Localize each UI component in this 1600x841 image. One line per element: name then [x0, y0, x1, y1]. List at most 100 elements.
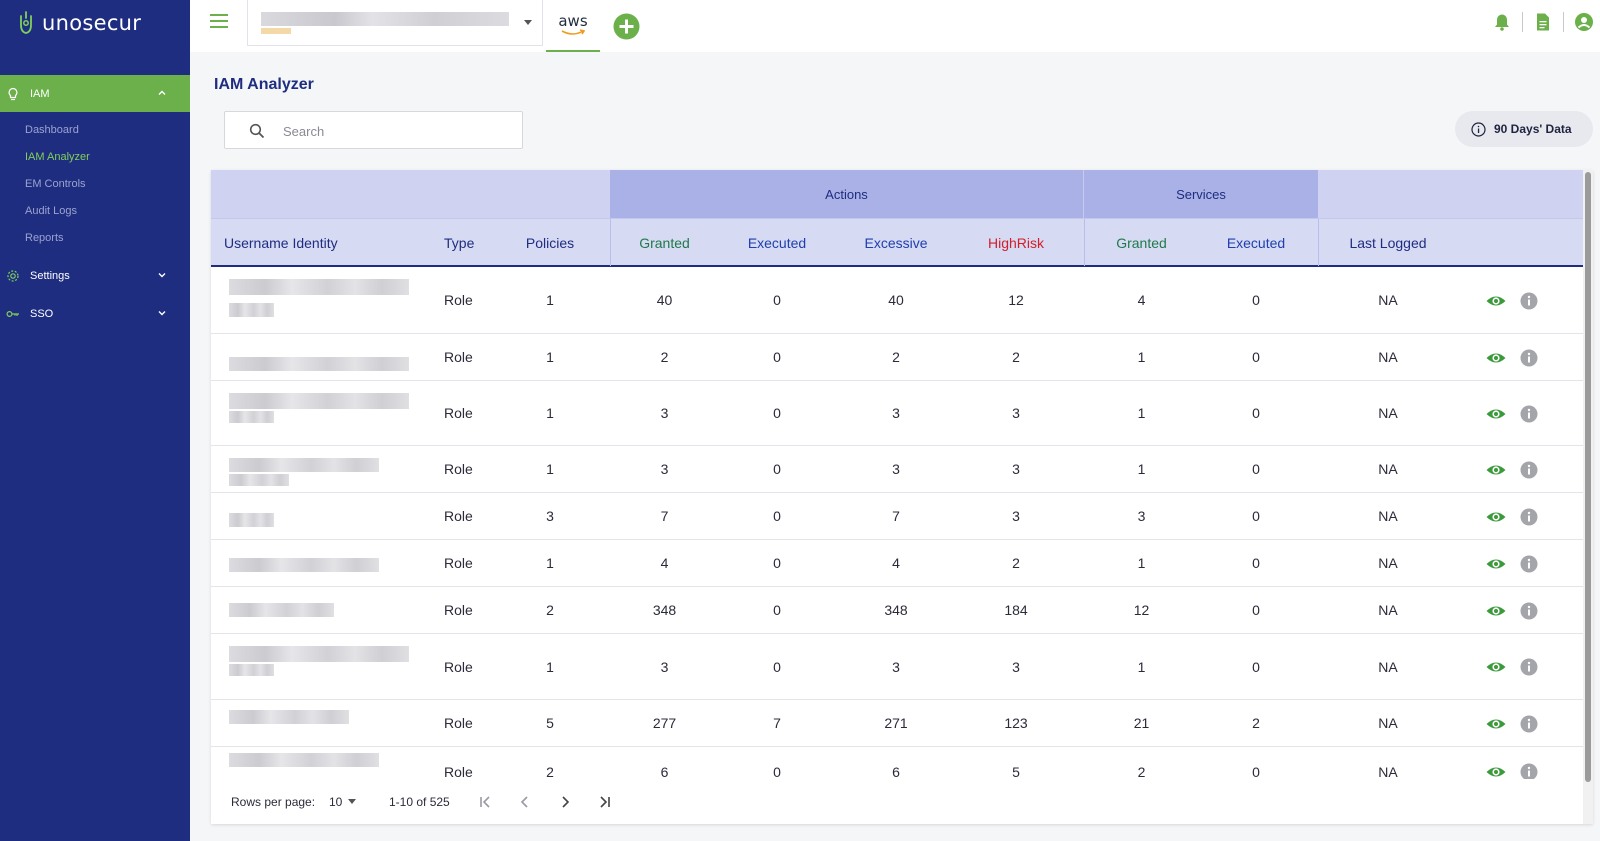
info-icon[interactable]	[1520, 715, 1538, 733]
cell-a-excessive: 271	[884, 715, 908, 731]
info-icon[interactable]	[1520, 555, 1538, 573]
user-account-icon[interactable]	[1574, 12, 1594, 32]
col-header-services-executed[interactable]: Executed	[1226, 234, 1286, 251]
sidebar-item-dashboard[interactable]: Dashboard	[25, 123, 79, 136]
table-row[interactable]: Role 1 40 0 40 12 4 0 NA	[211, 267, 1583, 334]
cell-a-excessive: 7	[892, 508, 900, 524]
view-eye-icon[interactable]	[1485, 600, 1507, 622]
tab-aws[interactable]: aws	[546, 0, 600, 52]
sidebar-group-label: SSO	[30, 308, 54, 320]
info-icon[interactable]	[1520, 763, 1538, 779]
sidebar-group-sso[interactable]: SSO	[0, 295, 190, 333]
table-row[interactable]: Role 3 7 0 7 3 3 0 NA	[211, 493, 1583, 540]
view-eye-icon[interactable]	[1485, 403, 1507, 425]
first-page-icon[interactable]	[475, 792, 495, 812]
cell-a-executed: 0	[773, 461, 781, 477]
view-eye-icon[interactable]	[1485, 656, 1507, 678]
sidebar-group-iam[interactable]: IAM	[0, 75, 190, 112]
col-header-actions-excessive[interactable]: Excessive	[864, 234, 928, 251]
view-eye-icon[interactable]	[1485, 506, 1507, 528]
cell-s-executed: 0	[1252, 555, 1260, 571]
next-page-icon[interactable]	[555, 792, 575, 812]
col-header-actions-highrisk[interactable]: HighRisk	[987, 234, 1044, 251]
add-cloud-button[interactable]	[613, 13, 640, 40]
cell-last-logged: NA	[1378, 658, 1398, 675]
group-header-services: Services	[1084, 170, 1318, 218]
table-body: Role 1 40 0 40 12 4 0 NA Role 1 2 0 2 2 1 0 NA Role 1 3 0 3 3 1 0…	[211, 267, 1583, 779]
rows-per-page-select[interactable]: 10	[329, 795, 357, 809]
info-icon[interactable]	[1520, 602, 1538, 620]
sidebar-item-audit-logs[interactable]: Audit Logs	[25, 204, 77, 217]
table-row[interactable]: Role 2 6 0 6 5 2 0 NA	[211, 747, 1583, 779]
cell-policies: 2	[546, 763, 554, 780]
info-icon[interactable]	[1520, 292, 1538, 310]
info-icon[interactable]	[1520, 508, 1538, 526]
top-bar: aws	[190, 0, 1600, 52]
redacted-username	[229, 753, 379, 767]
cell-a-highrisk: 5	[1012, 763, 1020, 780]
cell-s-granted: 1	[1137, 405, 1146, 421]
previous-page-icon[interactable]	[515, 792, 535, 812]
sidebar-item-em-controls[interactable]: EM Controls	[25, 177, 86, 190]
view-eye-icon[interactable]	[1485, 459, 1507, 481]
last-page-icon[interactable]	[595, 792, 615, 812]
view-eye-icon[interactable]	[1485, 290, 1507, 312]
col-header-services-granted[interactable]: Granted	[1116, 234, 1167, 251]
search-box	[224, 111, 523, 149]
table-row[interactable]: Role 1 3 0 3 3 1 0 NA	[211, 446, 1583, 493]
sidebar-item-iam-analyzer[interactable]: IAM Analyzer	[25, 150, 90, 163]
redacted-username	[229, 393, 409, 409]
days-data-button[interactable]: 90 Days' Data	[1455, 111, 1593, 147]
cell-a-executed: 0	[773, 658, 781, 675]
redacted-username	[229, 279, 409, 295]
divider	[1522, 12, 1523, 32]
table-scrollbar[interactable]	[1583, 170, 1593, 824]
col-header-type[interactable]: Type	[444, 234, 475, 251]
info-icon[interactable]	[1520, 349, 1538, 367]
col-header-last-logged[interactable]: Last Logged	[1349, 234, 1427, 251]
table-row[interactable]: Role 1 4 0 4 2 1 0 NA	[211, 540, 1583, 587]
iam-submenu: Dashboard IAM Analyzer EM Controls Audit…	[0, 112, 190, 257]
cell-a-executed: 0	[773, 555, 781, 571]
col-header-actions-executed[interactable]: Executed	[747, 234, 807, 251]
search-icon	[249, 123, 265, 139]
table-row[interactable]: Role 5 277 7 271 123 21 2 NA	[211, 700, 1583, 747]
col-header-username[interactable]: Username Identity	[224, 234, 338, 251]
bell-icon[interactable]	[1492, 12, 1512, 32]
table-column-header: Username Identity Type Policies Granted …	[211, 218, 1583, 267]
sidebar-item-reports[interactable]: Reports	[25, 231, 64, 244]
hamburger-menu-icon[interactable]	[210, 13, 228, 29]
view-eye-icon[interactable]	[1485, 347, 1507, 369]
col-header-actions-granted[interactable]: Granted	[639, 234, 690, 251]
cell-policies: 1	[546, 292, 554, 308]
view-eye-icon[interactable]	[1485, 553, 1507, 575]
brand-name: unosecur	[42, 11, 142, 35]
info-icon[interactable]	[1520, 405, 1538, 423]
aws-smile-icon	[561, 29, 586, 35]
info-icon[interactable]	[1520, 658, 1538, 676]
view-eye-icon[interactable]	[1485, 713, 1507, 735]
caret-down-icon	[524, 20, 532, 25]
account-select[interactable]	[247, 0, 543, 46]
cell-type: Role	[444, 508, 473, 524]
cell-a-highrisk: 12	[1008, 292, 1024, 308]
cell-type: Role	[444, 349, 473, 365]
cell-a-excessive: 6	[892, 763, 900, 780]
cell-a-granted: 3	[660, 658, 669, 675]
brand[interactable]: unosecur	[0, 0, 190, 75]
table-row[interactable]: Role 1 2 0 2 2 1 0 NA	[211, 334, 1583, 381]
cell-s-granted: 21	[1133, 715, 1150, 731]
document-icon[interactable]	[1533, 12, 1553, 32]
info-icon[interactable]	[1520, 461, 1538, 479]
search-input[interactable]	[283, 120, 503, 142]
table-row[interactable]: Role 2 348 0 348 184 12 0 NA	[211, 587, 1583, 634]
sidebar-group-settings[interactable]: Settings	[0, 257, 190, 295]
table-row[interactable]: Role 1 3 0 3 3 1 0 NA	[211, 381, 1583, 446]
iam-table-card: Actions Services Username Identity Type …	[211, 170, 1593, 824]
col-header-policies[interactable]: Policies	[525, 234, 575, 251]
cell-s-executed: 0	[1252, 763, 1260, 780]
view-eye-icon[interactable]	[1485, 761, 1507, 779]
redacted-username	[229, 513, 274, 527]
scrollbar-thumb[interactable]	[1585, 172, 1591, 782]
table-row[interactable]: Role 1 3 0 3 3 1 0 NA	[211, 634, 1583, 700]
